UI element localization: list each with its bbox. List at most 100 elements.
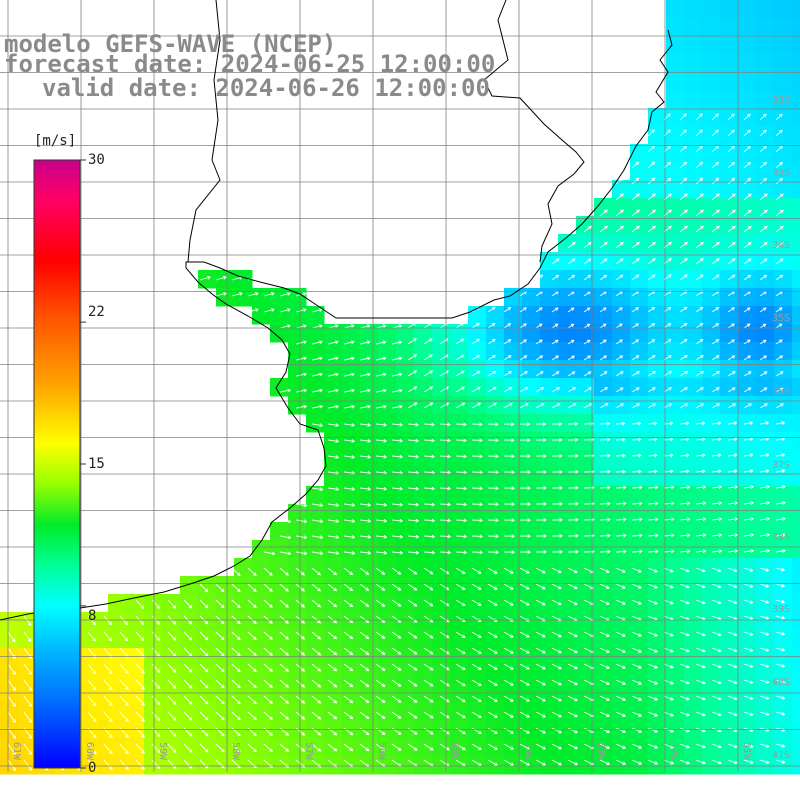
wind-cell — [666, 216, 685, 235]
wind-arrow — [743, 193, 752, 201]
wind-arrow — [215, 679, 225, 689]
wind-arrow — [727, 615, 738, 620]
wind-arrow — [103, 759, 113, 771]
wind-arrow — [391, 372, 403, 377]
wind-arrow — [679, 225, 688, 233]
wind-cell — [792, 72, 800, 91]
wind-cell — [360, 630, 379, 649]
wind-arrow — [727, 453, 738, 458]
wind-arrow — [423, 354, 433, 361]
wind-arrow — [535, 711, 546, 718]
wind-arrow — [743, 339, 751, 345]
wind-cell — [468, 540, 487, 559]
wind-arrow — [375, 372, 387, 377]
wind-arrow — [167, 743, 177, 753]
wind-cell — [396, 594, 415, 613]
wind-cell — [360, 738, 379, 757]
wind-cell — [738, 702, 757, 721]
wind-arrow — [503, 422, 515, 427]
wind-arrow — [295, 404, 308, 409]
wind-arrow — [487, 454, 499, 459]
wind-cell — [522, 558, 541, 577]
wind-arrow — [327, 340, 339, 345]
wind-arrow — [423, 743, 434, 751]
wind-arrow — [247, 711, 257, 721]
wind-arrow — [647, 727, 659, 733]
wind-arrow — [407, 567, 418, 575]
wind-cell — [612, 648, 631, 667]
wind-cell — [288, 378, 307, 397]
wind-cell — [738, 72, 757, 91]
wind-arrow — [631, 225, 640, 233]
wind-cell — [558, 630, 577, 649]
lon-label-59w: 59W — [157, 742, 168, 761]
wind-arrow — [359, 404, 371, 409]
wind-arrow — [615, 339, 623, 345]
wind-arrow — [231, 292, 243, 297]
wind-arrow — [567, 599, 578, 606]
wind-arrow — [343, 631, 354, 640]
wind-arrow — [215, 695, 225, 705]
wind-arrow — [295, 551, 308, 556]
wind-arrow — [551, 323, 559, 329]
wind-arrow — [775, 371, 784, 377]
wind-cell — [792, 0, 800, 19]
wind-cell — [720, 540, 739, 559]
wind-arrow — [615, 599, 626, 605]
wind-cell — [378, 432, 397, 451]
wind-cell — [774, 702, 793, 721]
wind-cell — [414, 378, 433, 397]
wind-cell — [648, 612, 667, 631]
wind-arrow — [487, 711, 498, 718]
wind-cell — [18, 630, 37, 649]
wind-arrow — [695, 517, 707, 522]
wind-cell — [504, 486, 523, 505]
wind-cell — [342, 378, 361, 397]
wind-arrow — [647, 533, 659, 538]
wind-cell — [702, 522, 721, 541]
wind-cell — [594, 270, 613, 289]
wind-arrow — [631, 631, 642, 637]
coastline — [0, 29, 673, 621]
wind-arrow — [471, 550, 484, 555]
wind-arrow — [727, 339, 735, 345]
wind-arrow — [631, 177, 640, 185]
wind-cell — [648, 468, 667, 487]
wind-cell — [486, 342, 505, 361]
wind-arrow — [471, 338, 481, 345]
wind-cell — [270, 540, 289, 559]
wind-arrow — [727, 679, 738, 685]
wind-cell — [738, 180, 757, 199]
wind-arrow — [599, 225, 608, 233]
wind-cell — [504, 630, 523, 649]
wind-arrow — [423, 402, 434, 409]
wind-arrow — [311, 583, 321, 592]
wind-cell — [108, 594, 127, 613]
wind-arrow — [535, 454, 547, 458]
wind-arrow — [327, 423, 340, 427]
wind-arrow — [727, 113, 735, 121]
wind-arrow — [295, 356, 308, 361]
wind-arrow — [247, 647, 257, 657]
wind-arrow — [455, 322, 465, 329]
wind-cell — [756, 54, 775, 73]
wind-arrow — [679, 663, 690, 669]
wind-arrow — [599, 631, 610, 638]
wind-cell — [774, 432, 793, 451]
wind-arrow — [567, 485, 579, 490]
wind-arrow — [695, 177, 704, 185]
wind-cell — [792, 612, 800, 631]
wind-cell — [324, 432, 343, 451]
wind-cell — [666, 576, 685, 595]
wind-arrow — [407, 583, 418, 591]
wind-arrow — [711, 711, 722, 717]
wind-cell — [720, 648, 739, 667]
wind-arrow — [759, 437, 770, 441]
wind-cell — [612, 234, 631, 253]
lon-label-53w: 53W — [595, 742, 606, 761]
wind-arrow — [695, 759, 706, 765]
wind-arrow — [615, 711, 627, 717]
wind-cell — [522, 702, 541, 721]
wind-arrow — [279, 519, 292, 524]
wind-arrow — [487, 370, 497, 377]
